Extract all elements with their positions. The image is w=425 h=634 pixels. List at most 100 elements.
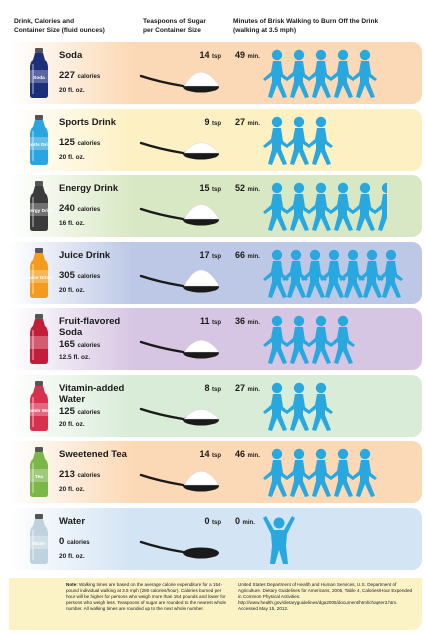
tsp-unit: tsp: [212, 320, 221, 326]
tsp-value: 14: [199, 50, 210, 60]
sugar-teaspoons: 8 tsp: [161, 383, 221, 393]
container-size: 20 fl. oz.: [59, 552, 85, 560]
walking-person-icon: [263, 448, 289, 497]
drink-row: Tea Sweetened Tea 213 calories 20 fl. oz. 14…: [9, 441, 422, 503]
tsp-value: 11: [199, 316, 210, 326]
drink-row: Juice Drink Juice Drink 305 calories 20 fl.…: [9, 241, 422, 304]
drink-name: Fruit-flavored Soda: [59, 316, 139, 338]
minutes-unit: min.: [247, 453, 260, 459]
walker-icons: [263, 182, 387, 231]
walking-person-icon: [285, 448, 311, 497]
sugar-teaspoons: 15 tsp: [161, 183, 221, 193]
walking-person-partial-icon: [373, 182, 387, 231]
bottle-label: Vitamin Water: [23, 408, 55, 414]
walking-person-icon: [329, 448, 355, 497]
footer-source: United States Department of Health and H…: [238, 582, 413, 611]
minutes-value: 27: [235, 382, 246, 393]
walking-person-icon: [329, 182, 355, 231]
drink-row: Soda Soda 227 calories 20 fl. oz. 14 tsp 49 m…: [9, 42, 422, 104]
bottle-icon: Vitamin Water: [23, 380, 55, 431]
sugar-heap: [183, 269, 220, 286]
drink-row: Sports Drink Sports Drink 125 calories 20 f…: [9, 108, 422, 171]
header-sugar: Teaspoons of Sugar per Container Size: [143, 18, 223, 35]
calories-unit: calories: [77, 409, 101, 416]
header-sugar-line1: Teaspoons of Sugar: [143, 18, 206, 25]
bottle-icon: Sports Drink: [25, 114, 54, 165]
walking-person-icon: [285, 116, 311, 165]
minutes-value: 46: [235, 449, 246, 459]
walker-icons: [263, 49, 377, 98]
bottle-icon: Soda: [30, 48, 48, 98]
calories-unit: calories: [77, 473, 101, 479]
calories-value: 213: [59, 469, 75, 480]
tsp-value: 14: [199, 449, 210, 459]
walking-person-icon: [377, 249, 403, 298]
calories-unit: calories: [77, 273, 101, 280]
drink-name-line2: Soda: [59, 327, 83, 338]
walking-person-icon: [301, 249, 327, 298]
sugar-heap: [183, 340, 220, 353]
minutes-value: 52: [235, 183, 246, 193]
minutes-unit: min.: [247, 187, 260, 193]
header-walking: Minutes of Brisk Walking to Burn Off the…: [233, 18, 413, 35]
calories-unit: calories: [66, 539, 90, 546]
tsp-unit: tsp: [212, 120, 221, 127]
drink-name: Sweetened Tea: [59, 449, 139, 460]
tsp-value: 8: [204, 382, 210, 393]
drink-name-line1: Sports Drink: [59, 116, 117, 128]
walker-icons: [263, 249, 403, 298]
walking-person-icon: [358, 249, 384, 298]
walking-person-icon: [320, 249, 346, 298]
calories-unit: calories: [77, 140, 101, 147]
calories: 165 calories: [59, 339, 100, 350]
calories-value: 0: [59, 535, 65, 547]
tsp-value: 9: [204, 116, 210, 127]
bottle-icon: Tea: [30, 447, 48, 497]
sugar-teaspoons: 17 tsp: [161, 250, 221, 260]
walker-icons: [263, 382, 333, 431]
spoon-icon: [139, 204, 220, 226]
calories-unit: calories: [77, 207, 101, 213]
walker-icons: [263, 515, 295, 564]
calories-unit: calories: [77, 74, 101, 80]
calories-value: 240: [59, 203, 75, 214]
spoon-icon: [139, 269, 220, 292]
walking-minutes: 52 min.: [235, 183, 260, 193]
drink-name-line1: Juice Drink: [59, 249, 111, 261]
tsp-unit: tsp: [212, 54, 221, 60]
walking-person-icon: [285, 49, 311, 98]
container-size: 20 fl. oz.: [59, 286, 85, 294]
sugar-heap: [183, 408, 220, 419]
walking-person-icon: [263, 49, 289, 98]
drink-name: Energy Drink: [59, 183, 139, 194]
minutes-unit: min.: [247, 386, 260, 393]
header-drink: Drink, Calories and Container Size (flui…: [14, 18, 124, 35]
minutes-value: 0: [235, 515, 241, 526]
bottle-label: Energy Drink: [24, 208, 54, 214]
walking-person-icon: [263, 116, 289, 165]
spoon-icon: [139, 340, 220, 359]
bottle-label: Juice Drink: [26, 275, 52, 281]
footer-note-label: Note:: [66, 582, 78, 587]
walking-minutes: 66 min.: [235, 250, 260, 260]
drink-row: Water Water 0 calories 20 fl. oz. 0 tsp 0 min…: [9, 507, 422, 570]
sugar-heap: [183, 71, 220, 87]
tsp-value: 17: [199, 249, 210, 260]
drink-name-line1: Fruit-flavored: [59, 316, 121, 327]
calories: 125 calories: [59, 406, 100, 417]
walking-person-icon: [285, 315, 311, 364]
spoon-icon: [139, 71, 220, 93]
header-walking-line2: (walking at 3.5 mph): [233, 26, 297, 34]
bottle-label: Sports Drink: [25, 142, 54, 148]
bottle-icon: [30, 314, 48, 364]
tsp-unit: tsp: [212, 253, 221, 260]
calories: 125 calories: [59, 137, 100, 148]
sugar-heap: [183, 141, 220, 153]
drink-name-line2: Water: [59, 393, 86, 405]
walking-person-icon: [307, 116, 333, 165]
minutes-unit: min.: [247, 320, 260, 326]
tsp-unit: tsp: [212, 519, 221, 526]
tsp-value: 0: [204, 515, 210, 526]
footer-note-text: Walking times are based on the average c…: [66, 582, 227, 611]
walking-person-icon: [282, 249, 308, 298]
